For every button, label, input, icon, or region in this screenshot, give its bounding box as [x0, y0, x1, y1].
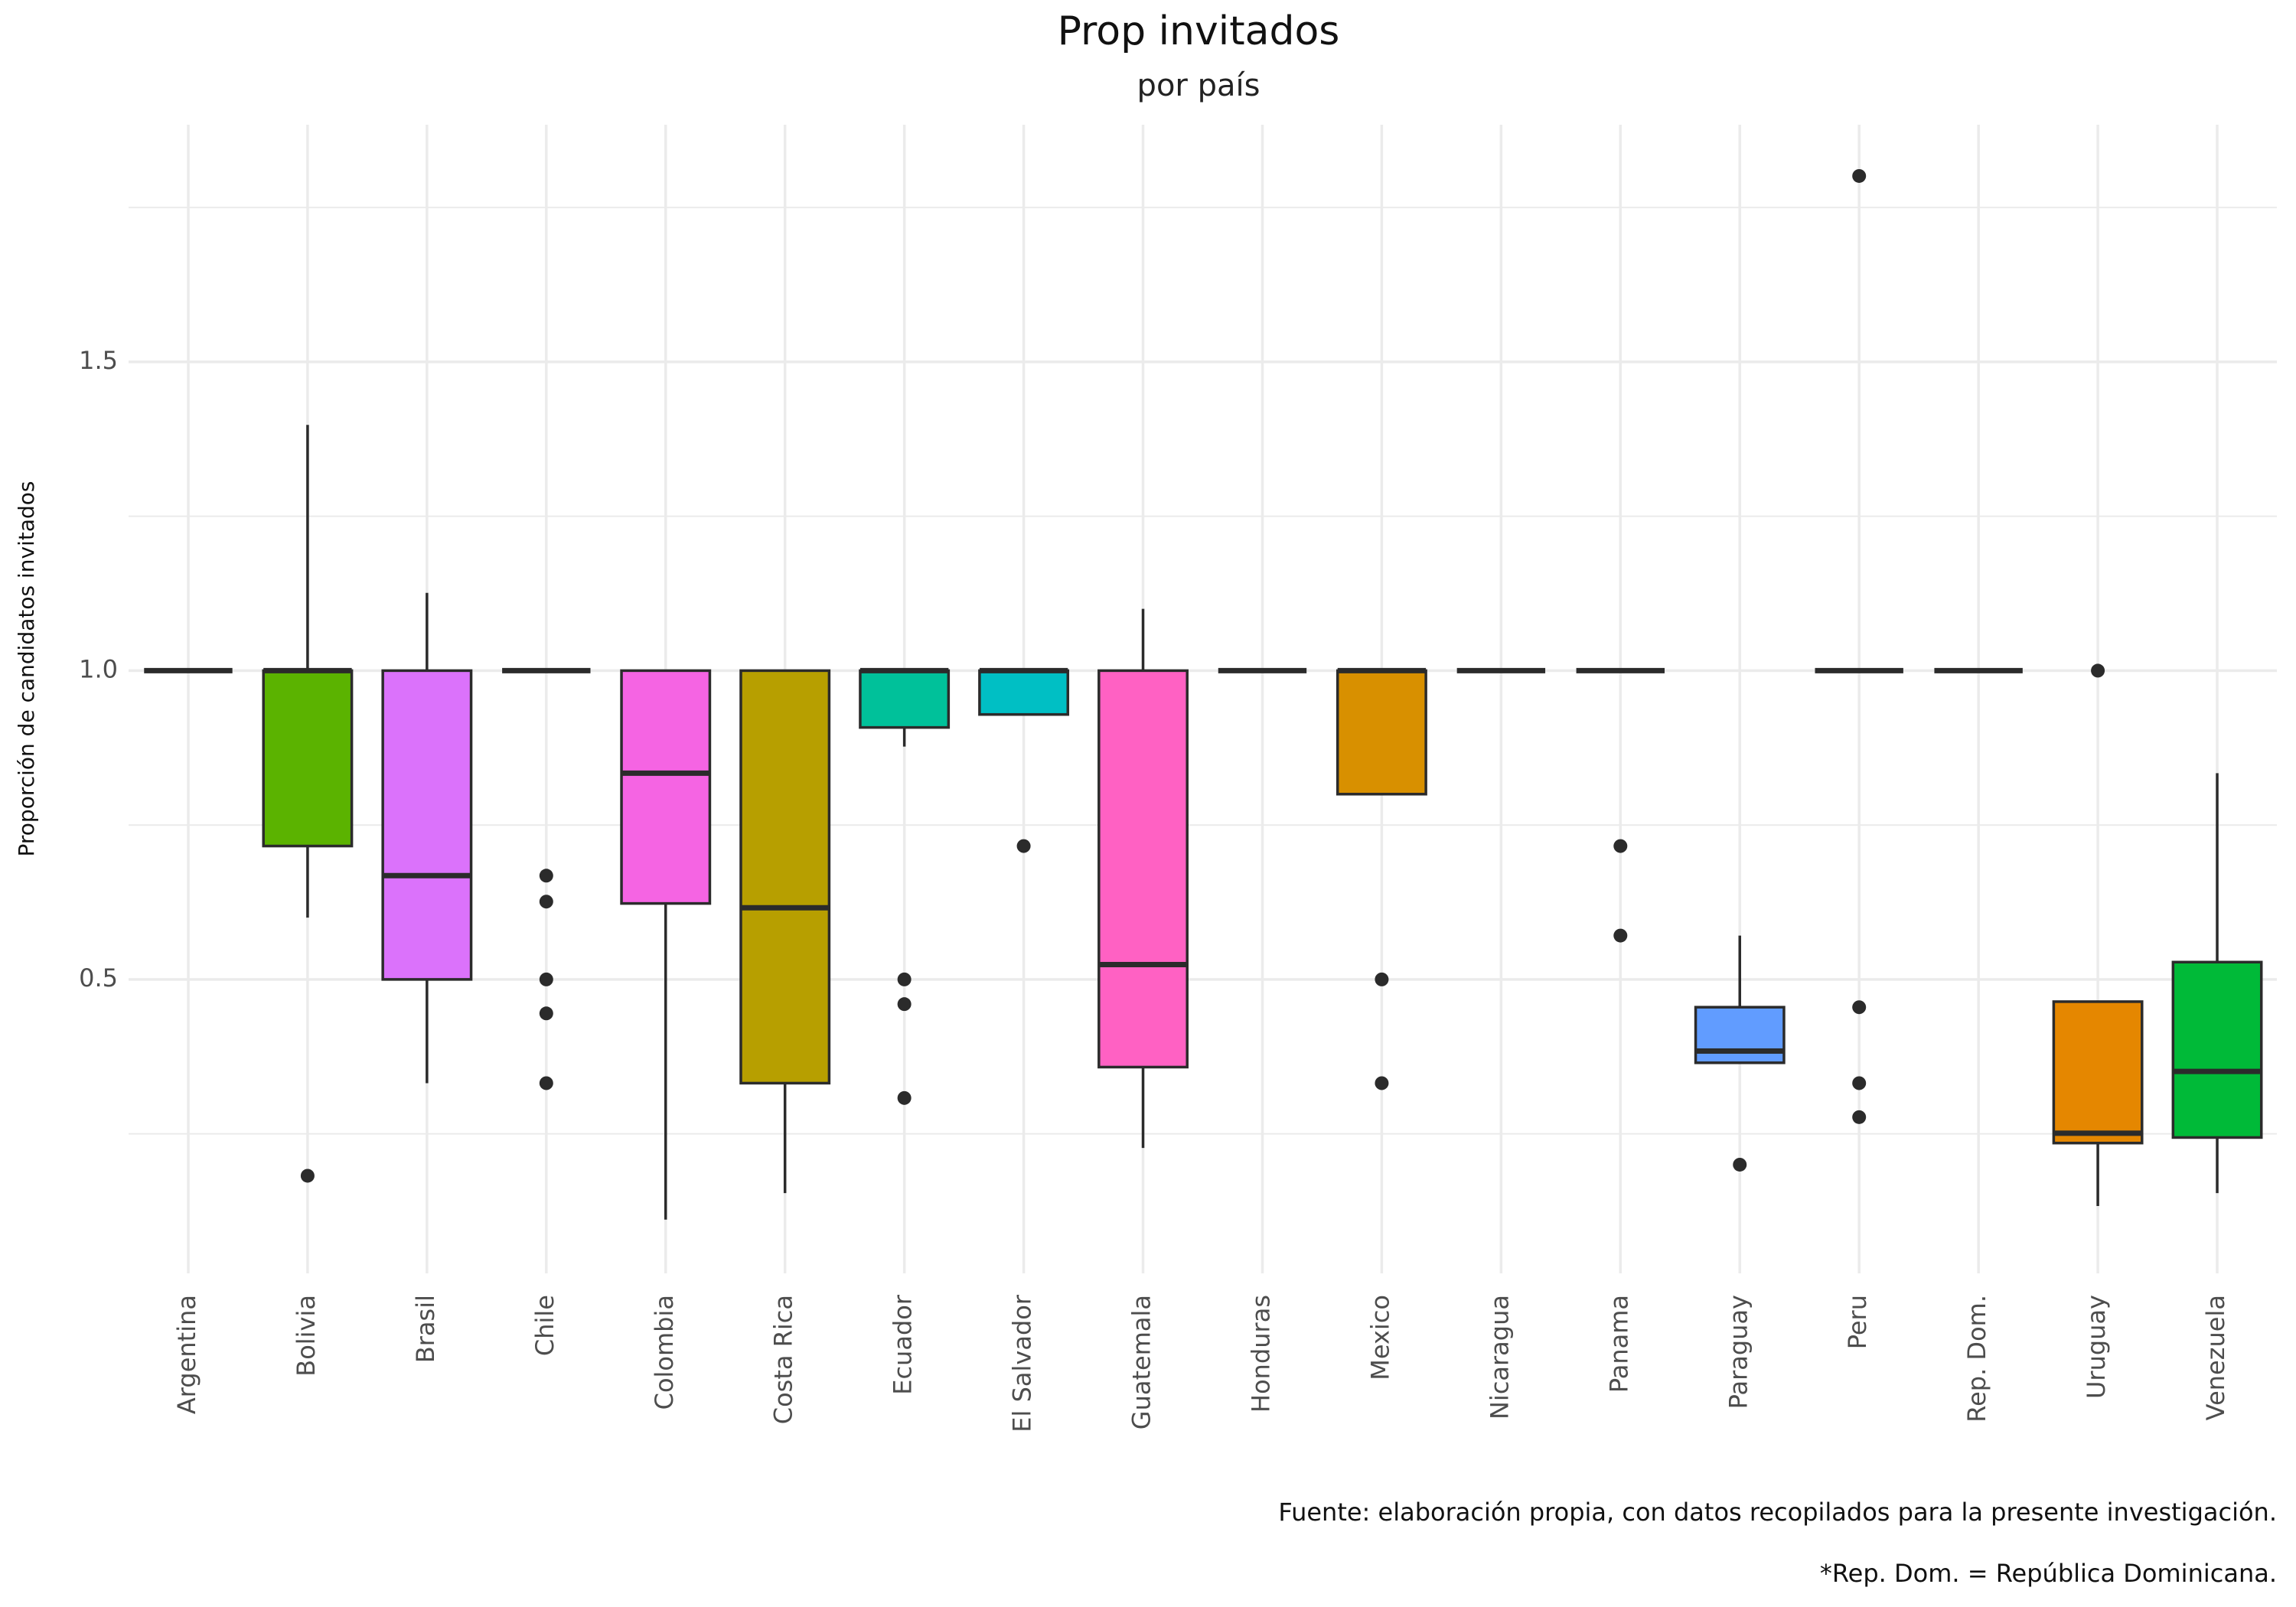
x-tick-label: Ecuador	[889, 1294, 918, 1395]
x-tick-label: Guatemala	[1127, 1295, 1156, 1429]
box	[2171, 960, 2263, 1139]
outlier	[539, 895, 553, 909]
outlier	[897, 997, 912, 1012]
outlier	[1613, 839, 1628, 853]
outlier	[2091, 663, 2105, 678]
x-tick-label: Nicaragua	[1485, 1295, 1514, 1420]
box	[2052, 1000, 2144, 1145]
x-tick-label: Brasil	[411, 1295, 440, 1363]
box	[381, 669, 473, 981]
grid: 0.5 1.0 1.5 Argentina Bolivia Brasil Chile Colo…	[79, 125, 2277, 1433]
chart-subtitle: por país	[1137, 68, 1261, 103]
x-tick-label: Rep. Dom.	[1962, 1295, 1991, 1423]
box	[262, 669, 354, 848]
outlier	[1852, 168, 1867, 183]
outlier	[1016, 839, 1031, 853]
box	[978, 669, 1070, 716]
outlier	[1852, 1076, 1867, 1090]
outlier	[897, 972, 912, 986]
x-tick-label: Bolivia	[292, 1295, 321, 1377]
plot-area	[144, 168, 2263, 1220]
box	[1336, 669, 1427, 796]
box	[739, 669, 831, 1085]
x-tick-label: Uruguay	[2082, 1295, 2111, 1399]
outlier	[300, 1169, 315, 1183]
outlier	[897, 1090, 912, 1105]
x-tick-label: Colombia	[650, 1295, 679, 1410]
y-axis-label: Proporción de candidatos invitados	[14, 481, 39, 857]
outlier	[539, 869, 553, 883]
caption: Fuente: elaboración propia, con datos re…	[1278, 1498, 2277, 1527]
chart-title: Prop invitados	[1058, 8, 1340, 54]
outlier	[539, 1076, 553, 1090]
outlier	[1852, 1000, 1867, 1015]
x-tick-label: Honduras	[1246, 1295, 1275, 1413]
x-tick-label: Mexico	[1365, 1295, 1394, 1380]
x-tick-label: Paraguay	[1724, 1295, 1753, 1409]
box	[620, 669, 712, 905]
outlier	[539, 972, 553, 986]
x-tick-label: Panama	[1604, 1295, 1633, 1393]
y-tick-label: 1.5	[79, 346, 118, 375]
outlier	[1852, 1110, 1867, 1124]
box	[1694, 1006, 1786, 1064]
outlier	[539, 1006, 553, 1021]
outlier	[1375, 1076, 1389, 1090]
x-tick-label: Chile	[530, 1295, 559, 1356]
box	[859, 669, 951, 729]
outlier	[1613, 928, 1628, 943]
box	[1097, 669, 1189, 1069]
y-tick-label: 1.0	[79, 654, 118, 683]
outlier	[1375, 972, 1389, 986]
x-tick-label: Costa Rica	[769, 1295, 798, 1424]
x-tick-label: Argentina	[172, 1295, 201, 1414]
x-tick-label: Peru	[1843, 1295, 1872, 1349]
y-tick-label: 0.5	[79, 963, 118, 993]
outlier	[1733, 1157, 1747, 1172]
x-tick-label: Venezuela	[2201, 1295, 2230, 1420]
note: *Rep. Dom. = República Dominicana.	[1820, 1559, 2277, 1588]
x-tick-label: El Salvador	[1008, 1294, 1037, 1433]
